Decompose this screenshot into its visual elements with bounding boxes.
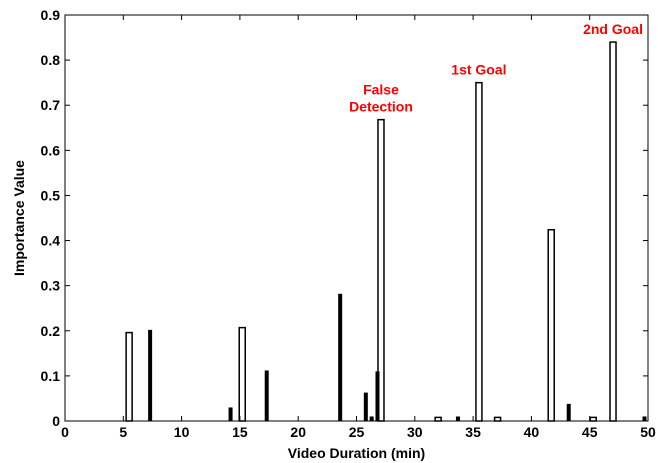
x-tick-label: 30 — [407, 424, 423, 440]
x-tick-label: 50 — [640, 424, 656, 440]
bar-filled — [148, 329, 153, 421]
bar-filled — [363, 392, 368, 421]
y-tick-label: 0 — [52, 413, 60, 429]
plot-frame — [65, 15, 648, 421]
y-tick-label: 0.9 — [41, 7, 61, 23]
bar-hollow — [434, 416, 442, 422]
bars-layer — [125, 41, 647, 422]
bar-filled — [455, 416, 460, 421]
annotation-label: Detection — [349, 99, 413, 115]
bar-hollow — [238, 326, 246, 422]
x-tick-label: 25 — [349, 424, 365, 440]
x-tick-label: 20 — [290, 424, 306, 440]
x-tick-label: 35 — [465, 424, 481, 440]
bar-hollow — [125, 331, 133, 422]
bar-filled — [369, 416, 374, 421]
x-tick-label: 0 — [61, 424, 69, 440]
bar-filled — [264, 370, 269, 421]
y-tick-label: 0.6 — [41, 142, 61, 158]
bar-filled — [642, 416, 647, 421]
bar-hollow — [493, 416, 502, 422]
y-tick-label: 0.2 — [41, 323, 61, 339]
bar-hollow — [589, 416, 597, 422]
x-axis-title: Video Duration (min) — [288, 445, 425, 461]
bar-filled — [566, 403, 571, 421]
y-tick-label: 0.7 — [41, 97, 61, 113]
annotation-label: False — [363, 82, 399, 98]
annotation-label: 1st Goal — [451, 62, 506, 78]
bar-hollow — [475, 81, 483, 422]
y-axis-title: Importance Value — [11, 160, 27, 276]
bar-filled — [375, 371, 380, 421]
x-tick-label: 40 — [524, 424, 540, 440]
x-tick-label: 15 — [232, 424, 248, 440]
axes-layer: 0 5 10 15 20 25 30 35 40 45 50 0 0.1 0.2 0.3 0.4 0.5 0.6 0… — [41, 7, 656, 440]
y-tick-label: 0.3 — [41, 278, 61, 294]
bar-filled — [338, 293, 343, 421]
y-tick-label: 0.5 — [41, 187, 61, 203]
x-tick-label: 45 — [582, 424, 598, 440]
plot-area — [65, 15, 648, 421]
x-tick-label: 5 — [119, 424, 127, 440]
bar-filled — [228, 407, 233, 421]
y-tick-label: 0.8 — [41, 52, 61, 68]
bar-hollow — [547, 228, 555, 422]
y-tick-label: 0.1 — [41, 368, 61, 384]
annotation-label: 2nd Goal — [583, 21, 643, 37]
bar-hollow — [609, 41, 617, 422]
y-tick-label: 0.4 — [41, 233, 61, 249]
x-tick-label: 10 — [174, 424, 190, 440]
